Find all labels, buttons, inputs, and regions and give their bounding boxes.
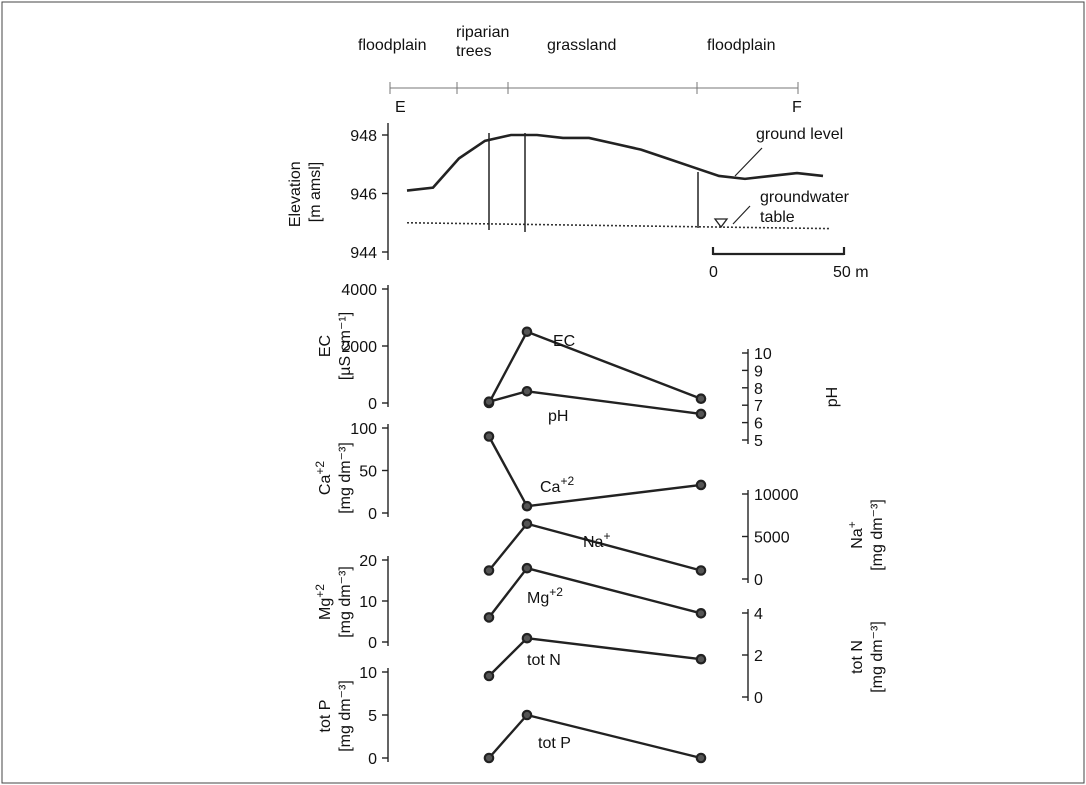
ec-y-tick-label: 0	[368, 396, 377, 413]
elevation-y-label: Elevation [m amsl]	[287, 157, 324, 227]
mg-2-data-point	[483, 612, 495, 623]
ca-2-series-line	[487, 435, 702, 508]
ca-2-series-label: Ca+2	[540, 474, 574, 496]
elevation-y-tick-label: 948	[350, 128, 377, 145]
elevation-y-ticks: 948 946 944	[350, 128, 388, 262]
ca-2-y-tick-label: 50	[359, 464, 377, 481]
tot-n-data-point	[695, 653, 707, 665]
zone-header: floodplain riparian trees grassland floo…	[358, 24, 802, 116]
ground-level-label: ground level	[756, 126, 843, 143]
transect-end-label: F	[792, 99, 802, 116]
zone-label-riparian-trees: riparian trees	[456, 24, 514, 60]
ec-series-label: EC	[553, 333, 575, 350]
ca-2-y-tick-label: 100	[350, 421, 377, 438]
tot-p-data-point	[483, 752, 495, 764]
ec-data-point	[521, 326, 533, 338]
ca-2-data-point	[521, 500, 533, 512]
ph-y-tick-label: 6	[754, 416, 763, 433]
na-y-tick-label: 5000	[754, 530, 790, 547]
groundwater-leader	[732, 205, 751, 225]
tot-n-y-label: tot N [mg dm⁻³]	[849, 621, 886, 693]
mg-2-series-label: Mg+2	[527, 585, 563, 607]
tot-n-y-tick-label: 2	[754, 648, 763, 665]
tot-n-y-tick-label: 0	[754, 690, 763, 707]
panel-na: 10000 5000 0 Na+ [mg dm⁻³] Na+	[483, 487, 886, 589]
mg-2-data-point	[695, 607, 707, 619]
na-series-label: Na+	[583, 529, 610, 551]
ph-y-tick-label: 5	[754, 433, 763, 450]
ground-level-leader	[734, 147, 763, 177]
na-data-point	[521, 518, 533, 530]
scale-bar-end-label: 50 m	[833, 264, 869, 281]
tot-n-data-point	[521, 632, 533, 644]
panel-tot-n: 4 2 0 tot N [mg dm⁻³] tot N	[483, 606, 886, 707]
ca-2-y-tick-label: 0	[368, 506, 377, 523]
elevation-y-tick-label: 946	[350, 187, 377, 204]
groundwater-table-label: groundwater table	[760, 189, 853, 226]
tot-n-series-label: tot N	[527, 652, 561, 669]
tot-p-y-tick-label: 5	[368, 708, 377, 725]
mg-2-y-tick-label: 10	[359, 594, 377, 611]
tot-p-y-label: tot P [mg dm⁻³]	[317, 680, 354, 752]
mg-2-y-tick-label: 0	[368, 635, 377, 652]
scale-bar-start-label: 0	[709, 264, 718, 281]
na-y-tick-label: 0	[754, 572, 763, 589]
elevation-y-tick-label: 944	[350, 245, 377, 262]
mg-2-y-tick-label: 20	[359, 553, 377, 570]
panel-ec: 4000 2000 0 EC [µS cm⁻¹] EC	[317, 282, 707, 413]
ph-y-tick-label: 10	[754, 346, 772, 363]
tot-p-y-tick-label: 10	[359, 665, 377, 682]
ec-data-point	[695, 393, 707, 405]
tot-p-y-tick-label: 0	[368, 751, 377, 768]
ground-level-line	[406, 133, 824, 192]
tot-n-y-tick-label: 4	[754, 606, 763, 623]
na-data-point	[695, 565, 707, 576]
ec-y-tick-label: 4000	[341, 282, 377, 299]
scale-bar: 0 50 m	[709, 247, 869, 281]
mg-2-series-line	[488, 567, 702, 619]
ph-series-line	[488, 390, 702, 416]
tot-p-data-point	[695, 752, 707, 764]
na-y-tick-label: 10000	[754, 487, 799, 504]
ca-2-y-label: Ca+2 [mg dm⁻³]	[313, 442, 354, 514]
ph-y-label: pH	[824, 387, 841, 407]
tot-p-data-point	[521, 709, 533, 721]
ph-y-tick-label: 9	[754, 363, 763, 380]
panel-ca-2: 100 50 0 Ca+2 [mg dm⁻³] Ca+2	[313, 421, 707, 523]
mg-2-y-label: Mg+2 [mg dm⁻³]	[313, 566, 354, 638]
panel-tot-p: 10 5 0 tot P [mg dm⁻³] tot P	[317, 665, 707, 768]
ph-data-point	[521, 385, 533, 397]
ec-y-label: EC [µS cm⁻¹]	[317, 312, 354, 380]
zone-label-floodplain-left: floodplain	[358, 37, 427, 54]
na-data-point	[483, 565, 495, 576]
transect-start-label: E	[395, 99, 406, 116]
tot-n-data-point	[483, 670, 495, 682]
mg-2-data-point	[521, 562, 533, 574]
tot-p-series-line	[488, 713, 702, 760]
groundwater-table-line	[406, 221, 831, 230]
ph-y-tick-label: 7	[754, 398, 763, 415]
elevation-panel: 948 946 944 Elevation [m amsl] ground leve…	[287, 123, 869, 281]
panel-mg-2: 20 10 0 Mg+2 [mg dm⁻³] Mg+2	[313, 553, 707, 652]
ph-data-point	[483, 396, 495, 408]
ec-y-tick-label: 2000	[341, 339, 377, 356]
zone-label-floodplain-right: floodplain	[707, 37, 776, 54]
ca-2-data-point	[483, 431, 495, 442]
tot-n-series-line	[488, 637, 702, 677]
ph-series-label: pH	[548, 408, 568, 425]
zone-label-grassland: grassland	[547, 37, 616, 54]
ph-data-point	[695, 408, 707, 420]
water-table-marker-icon	[713, 218, 729, 229]
na-y-label: Na+ [mg dm⁻³]	[845, 499, 886, 571]
ph-y-tick-label: 8	[754, 381, 763, 398]
tot-p-series-label: tot P	[538, 735, 571, 752]
ca-2-data-point	[695, 479, 707, 491]
